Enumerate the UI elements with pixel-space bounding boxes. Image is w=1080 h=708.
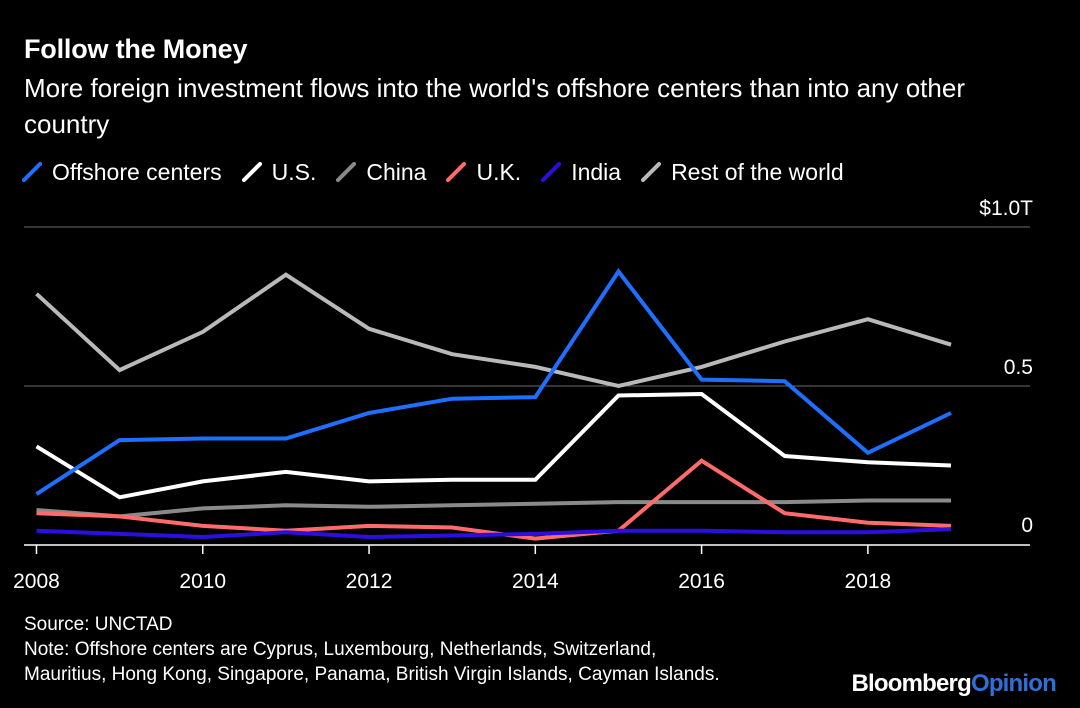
legend-swatch bbox=[336, 162, 357, 182]
legend-swatch bbox=[446, 162, 467, 182]
legend-item: U.K. bbox=[446, 159, 521, 186]
x-tick-label: 2014 bbox=[512, 570, 559, 593]
series-line-u-s bbox=[35, 391, 952, 500]
series-line-china bbox=[36, 498, 951, 519]
chart-subtitle: More foreign investment flows into the w… bbox=[24, 73, 965, 139]
brand-part-2: Opinion bbox=[970, 670, 1057, 697]
x-axis: 2008 2010 2012 2014 2016 2018 bbox=[13, 545, 891, 593]
grid-lines bbox=[24, 226, 1030, 546]
legend-label: India bbox=[571, 158, 622, 185]
x-tick-label: 2016 bbox=[678, 570, 725, 593]
y-tick-label: 0 bbox=[1021, 514, 1033, 537]
brand-part-1: Bloomberg bbox=[851, 670, 971, 697]
source-note: Source: UNCTAD bbox=[24, 614, 173, 635]
footer: Source: UNCTAD Note: Offshore centers ar… bbox=[24, 612, 720, 687]
legend-swatch bbox=[241, 162, 262, 182]
note-line-2: Mauritius, Hong Kong, Singapore, Panama,… bbox=[24, 664, 720, 685]
legend-item: India bbox=[541, 159, 621, 186]
legend-item: U.S. bbox=[241, 158, 317, 186]
y-tick-label: 0.5 bbox=[1004, 356, 1033, 379]
legend-item: Offshore centers bbox=[22, 159, 222, 186]
note-line-1: Note: Offshore centers are Cyprus, Luxem… bbox=[24, 639, 657, 660]
x-tick-label: 2018 bbox=[845, 570, 892, 593]
legend-swatch bbox=[22, 162, 42, 182]
x-tick-label: 2012 bbox=[346, 570, 393, 593]
legend: Offshore centers U.S. China U.K. India Rest o… bbox=[22, 156, 864, 188]
legend-swatch bbox=[641, 162, 662, 182]
legend-label: Rest of the world bbox=[671, 158, 844, 185]
legend-swatch bbox=[541, 162, 562, 182]
series-lines bbox=[35, 268, 952, 541]
legend-label: U.S. bbox=[271, 158, 317, 185]
legend-item: Rest of the world bbox=[641, 159, 844, 186]
bloomberg-opinion-logo: BloombergOpinion bbox=[851, 670, 1056, 698]
legend-label: Offshore centers bbox=[52, 158, 222, 185]
legend-item: China bbox=[336, 159, 426, 186]
series-line-rest-of-the-world bbox=[35, 272, 952, 389]
legend-label: U.K. bbox=[476, 158, 522, 185]
x-tick-label: 2010 bbox=[179, 570, 226, 593]
x-tick-label: 2008 bbox=[13, 570, 60, 593]
legend-label: China bbox=[366, 158, 427, 185]
chart-title: Follow the Money bbox=[24, 34, 248, 64]
series-line-india bbox=[36, 527, 952, 540]
series-line-offshore-centers bbox=[35, 268, 952, 496]
y-axis-labels: 0 0.5 $1.0T bbox=[979, 197, 1033, 537]
y-tick-label: $1.0T bbox=[979, 197, 1033, 220]
